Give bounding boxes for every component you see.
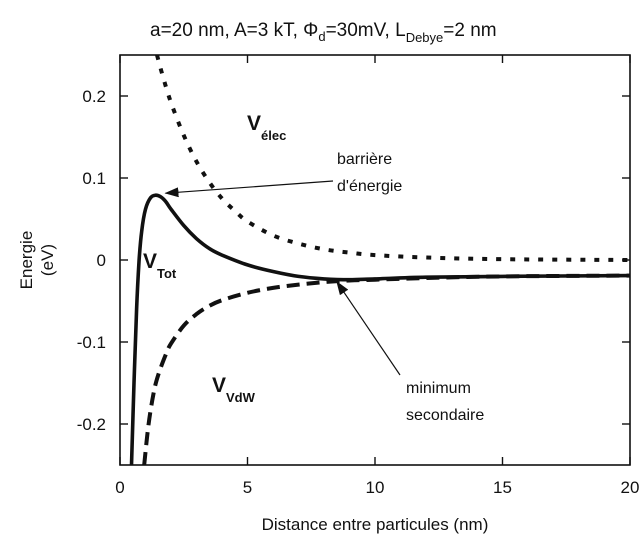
title-tail: =2 nm [443,20,496,41]
y-tick-label: 0.1 [82,169,106,188]
v-tot-curve [132,195,631,465]
title-part-a: a=20 nm, A=3 kT, [150,20,303,41]
v-elec-curve [157,55,630,260]
x-tick-label: 10 [366,478,385,497]
title-phi-rest: =30mV, L [326,20,406,41]
title-phi: Φ [303,20,318,41]
y-axis-title-line2: (eV) [38,244,57,276]
v-vdw-label-sub: VdW [226,390,256,405]
title-debye-sub: Debye [406,30,444,45]
v-tot-label: VTot [143,250,177,281]
x-tick-label: 0 [115,478,124,497]
v-tot-label-sub: Tot [157,266,177,281]
y-tick-label: 0.2 [82,87,106,106]
v-tot-label-main: V [143,250,157,273]
x-tick-label: 20 [621,478,640,497]
y-tick-label: -0.2 [77,415,106,434]
y-axis-ticks: 0.2 0.1 0 -0.1 -0.2 [77,87,630,434]
barrier-arrow [166,181,334,193]
v-elec-label-main: V [247,112,261,135]
x-axis-title: Distance entre particules (nm) [262,515,489,534]
curves-group [132,55,631,465]
x-tick-label: 15 [493,478,512,497]
y-axis-title-line1: Energie [17,231,36,290]
barrier-annotation-line1: barrière [337,151,392,168]
y-tick-label: -0.1 [77,333,106,352]
v-vdw-label: VVdW [212,374,256,405]
v-elec-label: Vélec [247,112,286,143]
secondary-min-annotation-line1: minimum [406,380,471,397]
secondary-min-annotation-line2: secondaire [406,407,484,424]
chart-title: a=20 nm, A=3 kT, Φd=30mV, LDebye=2 nm [150,20,497,45]
x-tick-label: 5 [243,478,252,497]
y-tick-label: 0 [97,251,106,270]
barrier-annotation-line2: d'énergie [337,178,402,195]
title-phi-sub: d [318,29,325,44]
y-axis-title: Energie (eV) [17,231,57,290]
v-vdw-label-main: V [212,374,226,397]
v-elec-label-sub: élec [261,128,286,143]
v-vdw-curve [144,276,630,465]
secondary-min-arrow [337,282,400,375]
